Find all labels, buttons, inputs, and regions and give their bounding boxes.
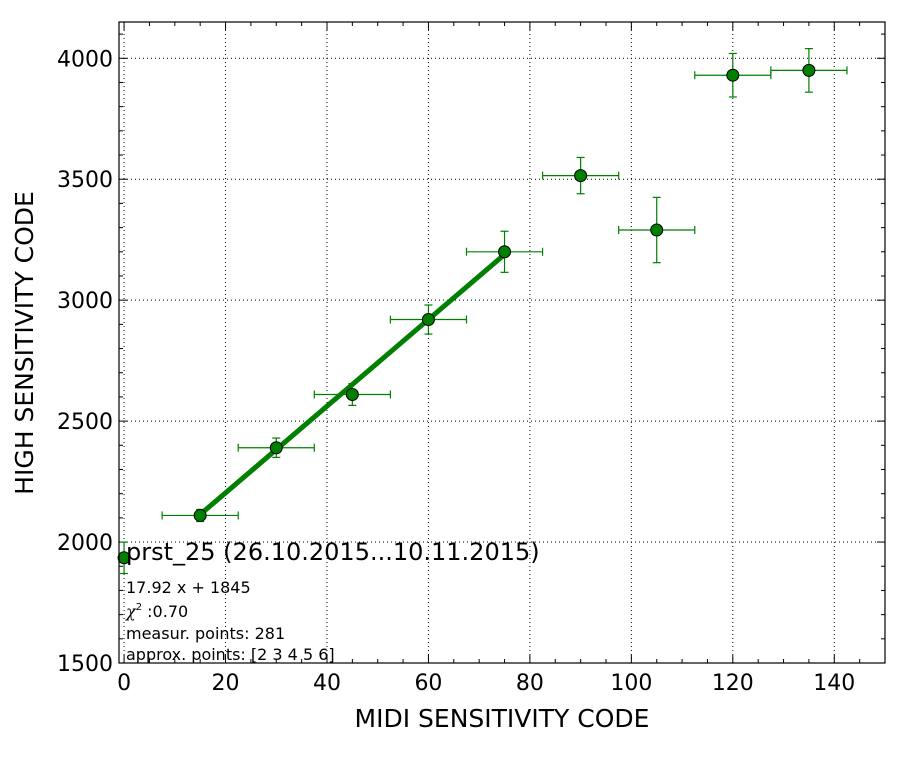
x-tick-label: 20 [212,671,240,696]
y-tick-label: 2000 [57,531,113,556]
chi2-symbol: χ [125,602,137,621]
x-tick-label: 0 [117,671,131,696]
y-tick-labels: 1500 2000 2500 3000 3500 4000 [57,47,113,677]
approx-points-label: approx. points: [2 3 4 5 6] [126,645,335,664]
chi2-label: χ2 :0.70 [125,602,188,621]
x-tick-label: 80 [516,671,544,696]
x-tick-label: 100 [610,671,652,696]
fit-equation: 17.92 x + 1845 [126,578,251,597]
data-point [269,441,283,455]
x-axis-label: MIDI SENSITIVITY CODE [355,704,650,733]
plot-frame [118,21,886,664]
x-tick-label: 40 [313,671,341,696]
chart-title: prst_25 (26.10.2015...10.11.2015) [126,538,540,566]
data-point [193,508,207,522]
x-tick-label: 140 [813,671,855,696]
data-point [650,223,664,237]
measur-points-label: measur. points: 281 [126,624,285,643]
x-tick-label: 120 [712,671,754,696]
fit-line [198,252,507,517]
data-point [802,63,816,77]
data-point [421,313,435,327]
y-tick-label: 3000 [57,289,113,314]
chi2-value: :0.70 [142,602,188,621]
y-tick-label: 1500 [57,652,113,677]
chi2-exponent: 2 [136,602,142,613]
data-point [345,388,359,402]
x-tick-label: 60 [414,671,442,696]
data-point [574,169,588,183]
y-axis-label: HIGH SENSITIVITY CODE [10,191,39,495]
y-tick-label: 4000 [57,47,113,72]
minor-ticks [119,22,885,663]
data-point [498,245,512,259]
x-tick-labels: 0 20 40 60 80 100 120 140 [117,671,855,696]
plot-area [119,22,885,663]
data-markers [117,63,816,565]
grid [119,22,885,664]
y-tick-label: 3500 [57,168,113,193]
data-point [117,551,131,565]
y-tick-label: 2500 [57,410,113,435]
data-point [726,68,740,82]
